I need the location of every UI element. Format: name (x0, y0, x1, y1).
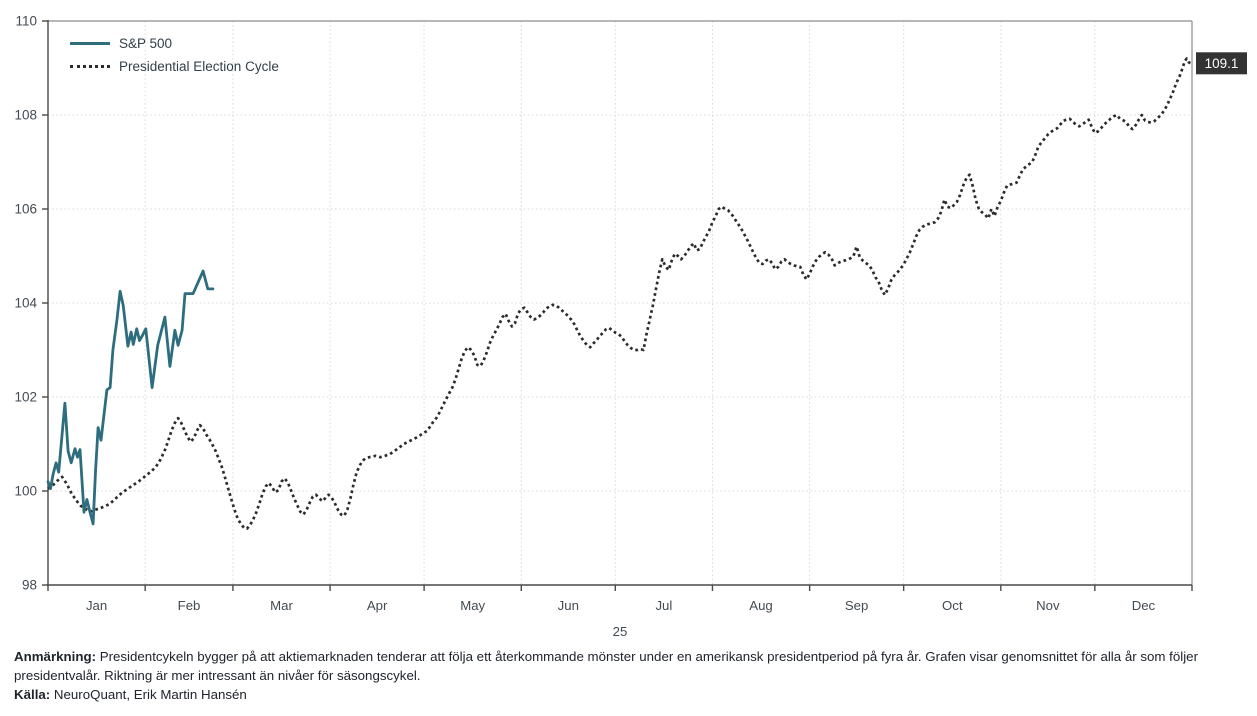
svg-text:Oct: Oct (942, 598, 963, 613)
legend-label-sp500: S&P 500 (119, 35, 173, 51)
sp500-line-sample-icon (70, 41, 110, 45)
chart-container: 98 100 102 104 106 108 110 Jan Feb Mar Apr May Jun Ju… (14, 14, 1247, 639)
legend-item-election-cycle: Presidential Election Cycle (70, 57, 279, 75)
sp500-line (46, 269, 215, 526)
footer-source: Källa: NeuroQuant, Erik Martin Hansén (14, 686, 1199, 705)
svg-text:100: 100 (14, 484, 37, 499)
y-axis: 98 100 102 104 106 108 110 (14, 14, 48, 593)
svg-text:98: 98 (22, 578, 37, 593)
line-chart: 98 100 102 104 106 108 110 Jan Feb Mar Apr May Jun Ju… (14, 14, 1247, 639)
election-cycle-line (47, 57, 1192, 530)
svg-text:102: 102 (14, 390, 37, 405)
cycle-line-sample-icon (70, 64, 110, 68)
svg-text:108: 108 (14, 108, 37, 123)
x-axis: Jan Feb Mar Apr May Jun Jul Aug Sep Oct Nov Dec 25 (47, 585, 1193, 639)
footer-note-text: Presidentcykeln bygger på att aktiemarkn… (14, 649, 1199, 683)
gridlines (48, 21, 1192, 585)
legend-label-election-cycle: Presidential Election Cycle (119, 58, 279, 74)
svg-text:Sep: Sep (845, 598, 868, 613)
svg-text:Apr: Apr (367, 598, 388, 613)
svg-text:Jun: Jun (558, 598, 579, 613)
svg-text:109.1: 109.1 (1205, 56, 1239, 71)
svg-text:Mar: Mar (270, 598, 293, 613)
year-tick-label: 25 (613, 624, 628, 639)
svg-text:Jan: Jan (86, 598, 107, 613)
svg-text:Aug: Aug (749, 598, 772, 613)
svg-text:104: 104 (14, 296, 37, 311)
svg-text:May: May (460, 598, 485, 613)
footer-note-label: Anmärkning: (14, 649, 97, 664)
end-value-label: 109.1 (1196, 52, 1247, 75)
footer-note: Anmärkning: Presidentcykeln bygger på at… (14, 648, 1199, 686)
legend: S&P 500 Presidential Election Cycle (70, 34, 279, 75)
svg-text:106: 106 (14, 202, 37, 217)
svg-text:110: 110 (15, 14, 37, 29)
svg-text:Jul: Jul (655, 598, 672, 613)
footer: Anmärkning: Presidentcykeln bygger på at… (14, 648, 1199, 705)
footer-source-text: NeuroQuant, Erik Martin Hansén (50, 686, 247, 702)
svg-text:Feb: Feb (178, 598, 201, 613)
legend-item-sp500: S&P 500 (70, 34, 279, 52)
svg-text:Dec: Dec (1132, 598, 1156, 613)
footer-source-label: Källa: (14, 686, 51, 702)
svg-text:Nov: Nov (1036, 598, 1060, 613)
